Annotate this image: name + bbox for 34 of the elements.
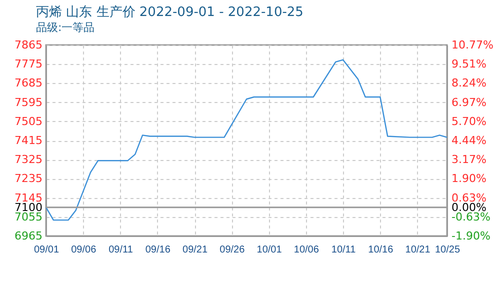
y2-tick-label: 6.97%: [452, 96, 486, 109]
y-tick-label: 7235: [14, 172, 42, 186]
y2-tick-label: 9.51%: [452, 57, 486, 70]
x-tick-label: 10/16: [368, 244, 394, 256]
y-tick-label: 7325: [14, 153, 42, 166]
y2-tick-label: 3.17%: [452, 153, 486, 166]
x-tick-label: 09/16: [145, 244, 171, 256]
x-tick-label: 09/26: [220, 244, 246, 256]
y2-tick-label: -1.90%: [452, 230, 490, 242]
x-tick-label: 09/01: [34, 244, 60, 256]
y-tick-label: 7865: [14, 38, 42, 52]
x-tick-label: 10/06: [294, 244, 320, 256]
line-series: [45, 59, 448, 221]
y2-tick-label: 8.24%: [452, 76, 486, 90]
y2-tick-label: 1.90%: [452, 172, 486, 186]
y-tick-label: 7415: [14, 134, 42, 147]
chart-title: 丙烯 山东 生产价 2022-09-01 - 2022-10-25: [36, 5, 304, 20]
x-tick-label: 09/06: [71, 244, 97, 256]
x-tick-label: 10/21: [405, 244, 431, 256]
y2-tick-label: 5.70%: [452, 114, 486, 128]
x-tick-label: 09/21: [182, 244, 208, 256]
y-tick-label: 7775: [14, 58, 42, 71]
y-tick-label: 6965: [14, 230, 42, 242]
x-tick-label: 10/25: [434, 244, 460, 256]
x-tick-label: 09/11: [108, 244, 134, 256]
y-tick-label: 7505: [14, 114, 42, 128]
y2-tick-label: 4.44%: [452, 134, 486, 147]
y2-tick-label: 10.77%: [452, 38, 494, 52]
y-tick-label: 7685: [14, 76, 42, 90]
chart-subtitle: 品级:一等品: [36, 21, 95, 34]
y2-tick-label: -0.63%: [452, 210, 490, 224]
x-tick-label: 10/11: [331, 244, 356, 256]
x-tick-label: 10/01: [256, 244, 282, 256]
y-tick-label: 7595: [14, 96, 42, 109]
